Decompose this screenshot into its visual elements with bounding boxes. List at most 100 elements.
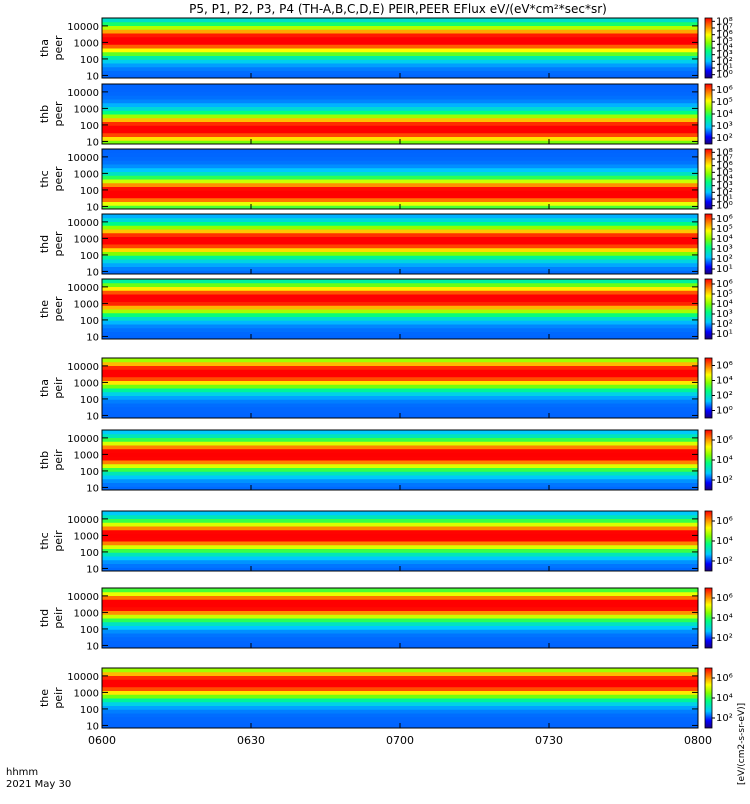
spectrogram-band — [102, 437, 698, 442]
spectrogram-band — [102, 606, 698, 611]
colorbar-tick-label: 10⁶ — [716, 593, 733, 604]
colorbar-tick-label: 10⁴ — [716, 109, 733, 120]
y-tick-label: 10 — [86, 137, 99, 148]
spectrogram-band — [102, 433, 698, 438]
spectrogram-band — [102, 369, 698, 374]
y-tick-label: 10 — [86, 564, 99, 575]
y-tick-label: 10 — [86, 267, 99, 278]
colorbar-tick-label: 10⁰ — [716, 201, 733, 212]
y-tick-label: 100 — [80, 121, 99, 132]
colorbar-unit-label: [eV/(cm2-s-sr-eV)] — [737, 703, 747, 785]
spectrogram-band — [102, 197, 698, 202]
spectrogram-band — [102, 380, 698, 385]
spectrogram-band — [102, 152, 698, 157]
colorbar-tick-label: 10² — [716, 475, 733, 486]
spectrogram-band — [102, 633, 698, 638]
y-tick-label: 100 — [80, 705, 99, 716]
spectrogram-band — [102, 25, 698, 30]
colorbar-tick-label: 10⁶ — [716, 214, 733, 225]
spectrogram-band — [102, 221, 698, 226]
spectrogram-band — [102, 36, 698, 41]
spectrogram-band — [102, 683, 698, 688]
colorbar — [704, 278, 713, 340]
spectrogram-band — [102, 59, 698, 64]
spectrogram-band — [102, 618, 698, 623]
spectrogram-band — [102, 201, 698, 206]
colorbar-tick-label: 10¹ — [716, 329, 733, 340]
spectrogram-band — [102, 720, 698, 725]
colorbar-tick-label: 10² — [716, 254, 733, 265]
panel-probe-label: thd — [38, 235, 51, 253]
y-tick-label: 10000 — [67, 672, 99, 683]
colorbar — [704, 429, 713, 491]
spectrogram-band — [102, 441, 698, 446]
spectrogram-band — [102, 125, 698, 130]
x-axis-caption: hhmm — [6, 767, 38, 778]
colorbar-tick-label: 10⁴ — [716, 376, 733, 387]
spectrogram-band — [102, 324, 698, 329]
spectrogram-band — [102, 232, 698, 237]
panel-probe-label: thd — [38, 609, 51, 627]
panel-product-label: peir — [52, 607, 65, 629]
y-tick-label: 10000 — [67, 362, 99, 373]
colorbar-tick-label: 10³ — [716, 50, 733, 61]
colorbar-tick-label: 10⁴ — [716, 693, 733, 704]
colorbar-tick-label: 10¹ — [716, 194, 733, 205]
spectrogram-band — [102, 66, 698, 71]
colorbar-tick-label: 10² — [716, 633, 733, 644]
panel-probe-label: thb — [38, 451, 51, 469]
panel-product-label: peer — [52, 296, 65, 322]
y-tick-label: 1000 — [74, 450, 99, 461]
spectrogram-band — [102, 102, 698, 107]
spectrogram-band — [102, 55, 698, 60]
spectrogram-band — [102, 247, 698, 252]
spectrogram-band — [102, 445, 698, 450]
spectrogram-band — [102, 403, 698, 408]
spectrogram-band — [102, 132, 698, 137]
spectrogram-band — [102, 305, 698, 310]
colorbar-tick-label: 10⁶ — [716, 161, 733, 172]
spectrogram-band — [102, 297, 698, 302]
spectrogram-band — [102, 467, 698, 472]
colorbar-tick-label: 10⁶ — [716, 361, 733, 372]
spectrogram-band — [102, 456, 698, 461]
spectrogram-band — [102, 552, 698, 557]
colorbar-tick-label: 10² — [716, 391, 733, 402]
spectrogram-band — [102, 290, 698, 295]
spectrogram-band — [102, 279, 698, 284]
panel-probe-label: thc — [38, 532, 51, 549]
spectrogram-band — [102, 410, 698, 415]
spectrogram-band — [102, 541, 698, 546]
spectrogram-band — [102, 214, 698, 219]
panel-probe-label: the — [38, 300, 51, 318]
y-tick-label: 100 — [80, 251, 99, 262]
spectrogram-band — [102, 259, 698, 264]
spectrogram-band — [102, 91, 698, 96]
spectrogram-band — [102, 51, 698, 56]
y-tick-label: 1000 — [74, 688, 99, 699]
colorbar — [704, 83, 713, 145]
y-tick-label: 10 — [86, 71, 99, 82]
panel-thb-peir: 10000 1000 100 10 thb peir 10⁶ 10⁴ 10² — [38, 429, 733, 494]
spectrogram-band — [102, 603, 698, 608]
spectrogram-band — [102, 40, 698, 45]
spectrogram-band — [102, 610, 698, 615]
spectrogram-band — [102, 526, 698, 531]
y-tick-label: 1000 — [74, 38, 99, 49]
colorbar-tick-label: 10³ — [716, 309, 733, 320]
colorbar-tick-label: 10¹ — [716, 63, 733, 74]
colorbar — [704, 213, 713, 275]
spectrogram-band — [102, 194, 698, 199]
spectrogram-band — [102, 190, 698, 195]
colorbar-tick-label: 10⁷ — [716, 23, 733, 34]
spectrogram-band — [102, 675, 698, 680]
colorbar-tick-label: 10⁶ — [716, 85, 733, 96]
spectrogram-band — [102, 599, 698, 604]
panel-product-label: peir — [52, 449, 65, 471]
spectrogram-band — [102, 99, 698, 104]
spectrogram-band — [102, 229, 698, 234]
spectrogram-band — [102, 294, 698, 299]
panel-probe-label: tha — [38, 39, 51, 57]
spectrogram-band — [102, 149, 698, 154]
